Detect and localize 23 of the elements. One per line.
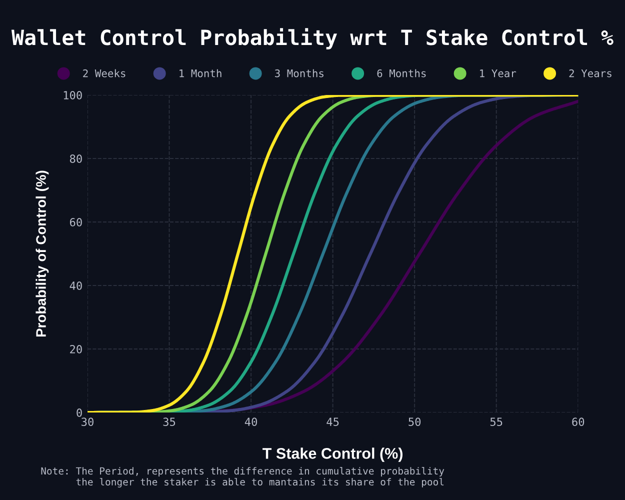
x-tick-label: 60 bbox=[572, 418, 584, 426]
legend-label: 1 Year bbox=[480, 70, 516, 78]
x-tick-label: 55 bbox=[490, 418, 502, 426]
y-tick-label: 20 bbox=[70, 345, 82, 354]
y-axis-title: Probability of Control (%) bbox=[36, 170, 49, 337]
chart-title: Wallet Control Probability wrt T Stake Control % bbox=[11, 28, 614, 50]
text: Note: The Period, represents the difference in cumulative probability the longer the staker is able to mantains its share of the pool bbox=[41, 467, 444, 488]
x-tick-label: 40 bbox=[244, 418, 258, 426]
legend-label: 2 Weeks bbox=[83, 69, 126, 78]
y-tick-label: 60 bbox=[70, 218, 82, 226]
y-tick-label: 40 bbox=[70, 282, 82, 290]
x-tick-label: 45 bbox=[326, 418, 339, 426]
y-tick-label: 0 bbox=[76, 408, 82, 417]
x-axis-title: T Stake Control (%) bbox=[262, 448, 403, 462]
y-tick-label: 80 bbox=[70, 154, 82, 163]
legend-label: 3 Months bbox=[275, 69, 324, 78]
x-tick-label: 50 bbox=[408, 418, 421, 426]
legend-label: 1 Month bbox=[180, 69, 222, 78]
legend-label: 2 Years bbox=[569, 69, 612, 78]
legend-label: 6 Months bbox=[377, 69, 426, 78]
x-tick-label: 35 bbox=[163, 418, 176, 426]
x-tick-label: 30 bbox=[82, 418, 94, 426]
y-tick-label: 100 bbox=[64, 91, 82, 100]
